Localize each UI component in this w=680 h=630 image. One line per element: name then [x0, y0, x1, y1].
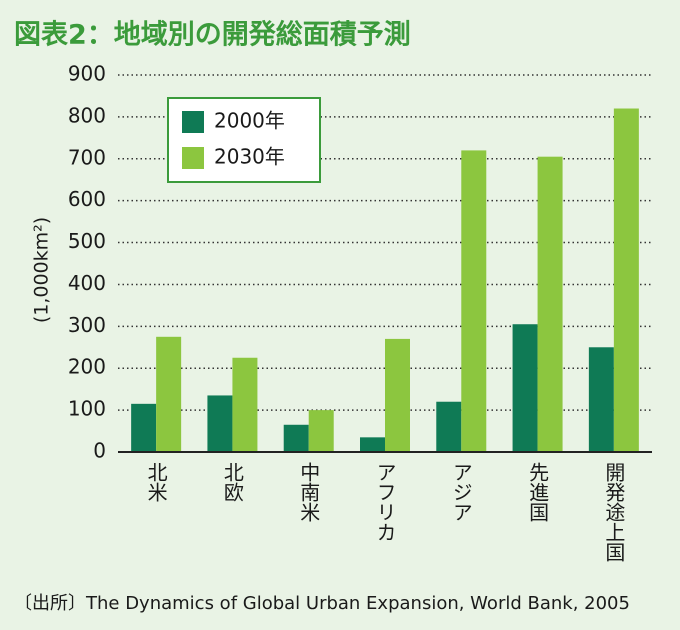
x-tick-label: 先進国 — [526, 462, 550, 522]
y-tick-label: 300 — [68, 313, 106, 337]
chart-title: 図表2：地域別の開発総面積予測 — [14, 19, 411, 51]
bar — [156, 336, 182, 452]
bar — [283, 424, 309, 452]
bar — [588, 347, 614, 452]
y-tick-label: 800 — [68, 103, 106, 127]
bar — [461, 150, 487, 452]
x-tick-label: アフリカ — [373, 462, 397, 542]
legend-label: 2000年 — [214, 109, 285, 133]
y-tick-label: 100 — [68, 397, 106, 421]
bar — [436, 401, 462, 452]
source-note: 〔出所〕The Dynamics of Global Urban Expansi… — [14, 593, 630, 614]
legend-swatch — [182, 147, 204, 169]
bar — [207, 395, 233, 452]
y-tick-label: 200 — [68, 355, 106, 379]
bar — [613, 108, 639, 452]
y-tick-label: 900 — [68, 62, 106, 86]
y-tick-label: 400 — [68, 271, 106, 295]
legend-label: 2030年 — [214, 145, 285, 169]
y-tick-label: 700 — [68, 145, 106, 169]
y-tick-label: 600 — [68, 187, 106, 211]
bar — [512, 324, 538, 452]
y-tick-label: 500 — [68, 229, 106, 253]
bar — [131, 403, 157, 452]
y-tick-label: 0 — [93, 439, 106, 463]
x-tick-label: 開発途上国 — [602, 462, 626, 562]
bar — [360, 437, 385, 452]
y-axis-label: (1,000km²) — [31, 217, 53, 323]
x-tick-label: アジア — [449, 462, 473, 522]
bar — [385, 338, 410, 452]
bar — [308, 410, 334, 452]
x-tick-label: 北米 — [144, 462, 168, 502]
bar — [232, 357, 258, 452]
bar — [537, 156, 563, 452]
x-tick-label: 北欧 — [220, 462, 244, 502]
legend-swatch — [182, 111, 204, 133]
x-tick-label: 中南米 — [297, 462, 321, 522]
